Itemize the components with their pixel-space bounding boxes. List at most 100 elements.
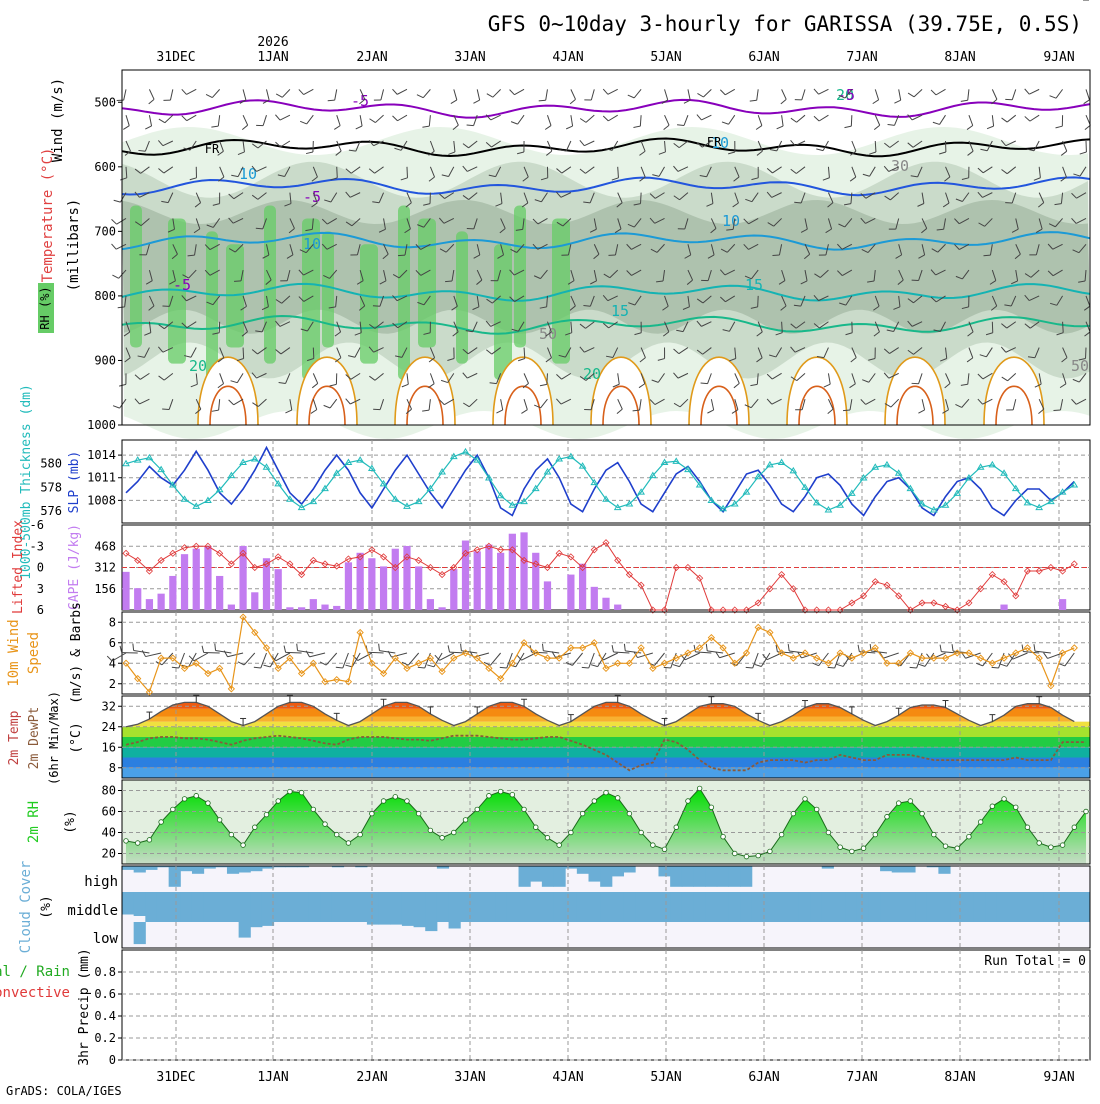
cloud-middle-bar	[682, 892, 694, 922]
cloud-high-bar	[705, 866, 717, 887]
rh-point	[814, 807, 819, 812]
cloud-middle-bar	[169, 892, 181, 922]
contour-label: 10	[239, 165, 257, 183]
li-tick-label: -6	[30, 518, 44, 532]
rh-point	[370, 811, 375, 816]
wind-barb-flag	[398, 255, 405, 256]
cape-bar	[392, 549, 399, 610]
cloud-middle-bar	[927, 892, 939, 922]
wind-barb-flag	[677, 125, 684, 126]
cloud-middle-bar	[658, 892, 670, 922]
bottom-date-label: 7JAN	[846, 1070, 877, 1085]
li-ylabel: Lifted Index	[11, 520, 26, 614]
cloud-middle-bar	[798, 892, 810, 922]
wind-barb-flag	[373, 306, 380, 307]
cloud-ylabel: Cloud Cover	[18, 861, 34, 954]
cloud-high-bar	[717, 866, 729, 887]
cloud-high-bar	[600, 866, 612, 887]
bottom-date-label: 9JAN	[1043, 1070, 1074, 1085]
rh-point	[171, 807, 176, 812]
chart-title: GFS 0~10day 3-hourly for GARISSA (39.75E…	[488, 12, 1082, 36]
rh-point	[452, 830, 457, 835]
bottom-date-label: 4JAN	[552, 1070, 583, 1085]
rh-point	[416, 811, 421, 816]
cloud-middle-bar	[1020, 892, 1032, 922]
cloud-high-bar	[612, 866, 624, 876]
legend-rh: RH (%)	[38, 286, 52, 329]
rh-point	[627, 811, 632, 816]
bottom-date-label: 2JAN	[356, 1070, 387, 1085]
bottom-date-label: 1JAN	[257, 1070, 288, 1085]
cape-bar	[497, 553, 504, 610]
cloud-middle-bar	[763, 892, 775, 922]
contour-label: 15	[745, 276, 763, 294]
wind-barb-flag	[445, 281, 452, 282]
cloud-middle-bar	[857, 892, 869, 922]
rh-point	[932, 832, 937, 837]
cape-bar	[415, 566, 422, 610]
cloud-middle-bar	[822, 892, 834, 922]
temp-band	[122, 747, 1090, 757]
cloud-middle-bar	[892, 892, 904, 922]
cloud-middle-bar	[577, 892, 589, 922]
rh-point	[1084, 809, 1089, 814]
rh-point	[475, 807, 480, 812]
rh-point	[1025, 825, 1030, 830]
slp-tick-label: 1014	[87, 448, 116, 462]
wind-barb-flag	[583, 305, 590, 306]
rh-point	[651, 843, 656, 848]
cloud-middle-bar	[1055, 892, 1067, 922]
cape-tick-label: 156	[94, 582, 116, 596]
y-tick-label: 16	[102, 740, 116, 754]
rh-point	[498, 789, 503, 794]
y-tick-label: 0	[109, 1053, 116, 1067]
wind-barb-flag	[746, 667, 753, 668]
y-tick-label: 60	[102, 805, 116, 819]
cape-bar	[181, 554, 188, 610]
rh-point	[674, 825, 679, 830]
wind-barb-flag	[828, 667, 835, 668]
cloud-middle-bar	[262, 892, 274, 922]
li-tick-label: 0	[37, 561, 44, 575]
wind-barb-flag	[794, 202, 801, 203]
wind-barb-flag	[418, 667, 425, 668]
temp-band	[122, 737, 1090, 747]
wind-barb-flag	[467, 125, 474, 126]
rh-point	[569, 830, 574, 835]
rh-point	[159, 820, 164, 825]
slp-tick-label: 1011	[87, 471, 116, 485]
y-tick-label: 80	[102, 784, 116, 798]
bottom-date-label: 5JAN	[650, 1070, 681, 1085]
cape-bar	[310, 599, 317, 610]
rh-point	[241, 843, 246, 848]
rh-moist-plume	[494, 244, 512, 380]
rh-point	[604, 790, 609, 795]
rh-point	[592, 799, 597, 804]
cloud-middle-bar	[145, 892, 157, 922]
cloud-middle-bar	[227, 892, 239, 922]
cape-bar	[544, 581, 551, 610]
cloud-low-bar	[425, 922, 437, 931]
cape-bar	[450, 569, 457, 610]
cape-bar	[1059, 599, 1066, 610]
cloud-high-bar	[192, 866, 204, 874]
contour-label: 15	[611, 302, 629, 320]
cape-bar	[298, 607, 305, 610]
cloud-high-bar	[239, 866, 251, 873]
cloud-high-bar	[180, 866, 192, 871]
rh-point	[721, 834, 726, 839]
cloud-middle-bar	[530, 892, 542, 922]
cape-bar	[193, 549, 200, 610]
contour-label: 20	[189, 357, 207, 375]
rh-point	[639, 830, 644, 835]
rh-point	[393, 795, 398, 800]
cloud-middle-bar	[157, 892, 169, 922]
cloud-row-low: low	[93, 931, 119, 947]
contour-label: 10	[722, 212, 740, 230]
cloud-middle-bar	[1032, 892, 1044, 922]
rh-point	[1072, 825, 1077, 830]
cloud-high-bar	[577, 866, 589, 874]
cape-bar	[509, 534, 516, 610]
cloud-middle-bar	[367, 892, 379, 922]
cloud-middle-bar	[868, 892, 880, 922]
